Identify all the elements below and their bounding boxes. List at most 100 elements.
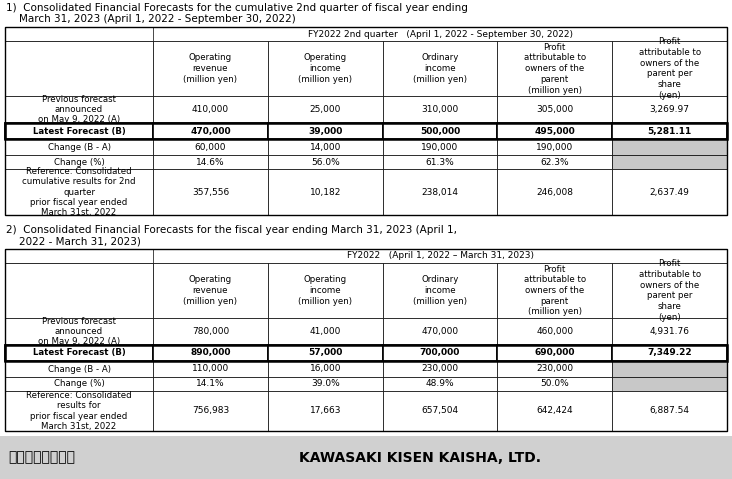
- Text: 470,000: 470,000: [422, 327, 458, 336]
- Bar: [5, 249, 727, 263]
- Bar: [5, 377, 153, 391]
- Bar: [498, 169, 612, 215]
- Bar: [153, 318, 268, 345]
- Bar: [498, 139, 612, 155]
- Bar: [498, 318, 612, 345]
- Text: 756,983: 756,983: [192, 407, 229, 415]
- Bar: [5, 263, 153, 318]
- Bar: [383, 96, 498, 123]
- Text: 4,931.76: 4,931.76: [649, 327, 690, 336]
- Bar: [153, 169, 268, 215]
- Text: 3,269.97: 3,269.97: [649, 105, 690, 114]
- Text: Change (%): Change (%): [53, 379, 105, 388]
- Text: 642,424: 642,424: [537, 407, 573, 415]
- Text: 470,000: 470,000: [190, 126, 231, 136]
- Text: Previous forecast
announced
on May 9, 2022 (A): Previous forecast announced on May 9, 20…: [38, 317, 120, 346]
- Text: 16,000: 16,000: [310, 365, 341, 374]
- Text: 41,000: 41,000: [310, 327, 341, 336]
- Text: 5,281.11: 5,281.11: [648, 126, 692, 136]
- Bar: [383, 318, 498, 345]
- Text: 62.3%: 62.3%: [540, 158, 569, 167]
- Text: Change (%): Change (%): [53, 158, 105, 167]
- Bar: [383, 391, 498, 431]
- Text: 500,000: 500,000: [420, 126, 460, 136]
- Bar: [383, 169, 498, 215]
- Bar: [5, 361, 153, 377]
- Text: Operating
income
(million yen): Operating income (million yen): [298, 53, 352, 84]
- Bar: [5, 27, 727, 215]
- Text: 7,349.22: 7,349.22: [647, 349, 692, 357]
- Text: 357,556: 357,556: [192, 187, 229, 196]
- Text: Operating
revenue
(million yen): Operating revenue (million yen): [184, 53, 237, 84]
- Bar: [612, 391, 727, 431]
- Bar: [498, 123, 612, 139]
- Text: 56.0%: 56.0%: [311, 158, 340, 167]
- Text: Ordinary
income
(million yen): Ordinary income (million yen): [413, 53, 467, 84]
- Text: 61.3%: 61.3%: [425, 158, 455, 167]
- Bar: [5, 345, 727, 361]
- Text: Change (B - A): Change (B - A): [48, 142, 111, 151]
- Text: Profit
attributable to
owners of the
parent
(million yen): Profit attributable to owners of the par…: [523, 264, 586, 317]
- Bar: [498, 345, 612, 361]
- Bar: [153, 96, 268, 123]
- Bar: [498, 155, 612, 169]
- Text: 246,008: 246,008: [537, 187, 573, 196]
- Bar: [612, 169, 727, 215]
- Text: 14,000: 14,000: [310, 142, 341, 151]
- Bar: [612, 263, 727, 318]
- Bar: [268, 318, 383, 345]
- Bar: [5, 391, 153, 431]
- Bar: [612, 96, 727, 123]
- Text: 川崎汽船株式會社: 川崎汽船株式會社: [8, 451, 75, 465]
- Text: Latest Forecast (B): Latest Forecast (B): [33, 126, 125, 136]
- Text: 48.9%: 48.9%: [426, 379, 455, 388]
- Text: Profit
attributable to
owners of the
parent per
share
(yen): Profit attributable to owners of the par…: [638, 259, 701, 322]
- Bar: [153, 41, 268, 96]
- Text: 310,000: 310,000: [422, 105, 459, 114]
- Text: 14.6%: 14.6%: [196, 158, 225, 167]
- Bar: [5, 318, 153, 345]
- Text: 190,000: 190,000: [536, 142, 573, 151]
- Text: Profit
attributable to
owners of the
parent
(million yen): Profit attributable to owners of the par…: [523, 43, 586, 94]
- Bar: [153, 377, 268, 391]
- Bar: [612, 123, 727, 139]
- Text: 780,000: 780,000: [192, 327, 229, 336]
- Text: Reference: Consolidated
results for
prior fiscal year ended
March 31st, 2022: Reference: Consolidated results for prio…: [26, 391, 132, 431]
- Text: 2)  Consolidated Financial Forecasts for the fiscal year ending March 31, 2023 (: 2) Consolidated Financial Forecasts for …: [6, 225, 457, 235]
- Bar: [0, 436, 732, 479]
- Bar: [612, 155, 727, 169]
- Bar: [498, 391, 612, 431]
- Text: Previous forecast
announced
on May 9, 2022 (A): Previous forecast announced on May 9, 20…: [38, 94, 120, 125]
- Bar: [383, 155, 498, 169]
- Text: Reference: Consolidated
cumulative results for 2nd
quarter
prior fiscal year end: Reference: Consolidated cumulative resul…: [22, 167, 135, 217]
- Text: 190,000: 190,000: [422, 142, 459, 151]
- Bar: [5, 123, 727, 139]
- Bar: [268, 96, 383, 123]
- Bar: [5, 139, 153, 155]
- Bar: [498, 41, 612, 96]
- Bar: [612, 139, 727, 155]
- Text: 17,663: 17,663: [310, 407, 341, 415]
- Bar: [498, 361, 612, 377]
- Bar: [153, 263, 268, 318]
- Text: 410,000: 410,000: [192, 105, 229, 114]
- Text: 6,887.54: 6,887.54: [649, 407, 690, 415]
- Text: 657,504: 657,504: [422, 407, 458, 415]
- Text: 57,000: 57,000: [308, 349, 343, 357]
- Bar: [383, 139, 498, 155]
- Bar: [5, 249, 153, 263]
- Text: KAWASAKI KISEN KAISHA, LTD.: KAWASAKI KISEN KAISHA, LTD.: [299, 451, 541, 465]
- Bar: [5, 96, 153, 123]
- Text: 2022 - March 31, 2023): 2022 - March 31, 2023): [6, 236, 141, 246]
- Bar: [153, 139, 268, 155]
- Text: 890,000: 890,000: [190, 349, 231, 357]
- Bar: [612, 361, 727, 377]
- Text: 460,000: 460,000: [537, 327, 573, 336]
- Text: Operating
revenue
(million yen): Operating revenue (million yen): [184, 275, 237, 306]
- Text: 50.0%: 50.0%: [540, 379, 569, 388]
- Bar: [268, 377, 383, 391]
- Bar: [612, 377, 727, 391]
- Bar: [5, 345, 153, 361]
- Bar: [498, 377, 612, 391]
- Text: 305,000: 305,000: [536, 105, 573, 114]
